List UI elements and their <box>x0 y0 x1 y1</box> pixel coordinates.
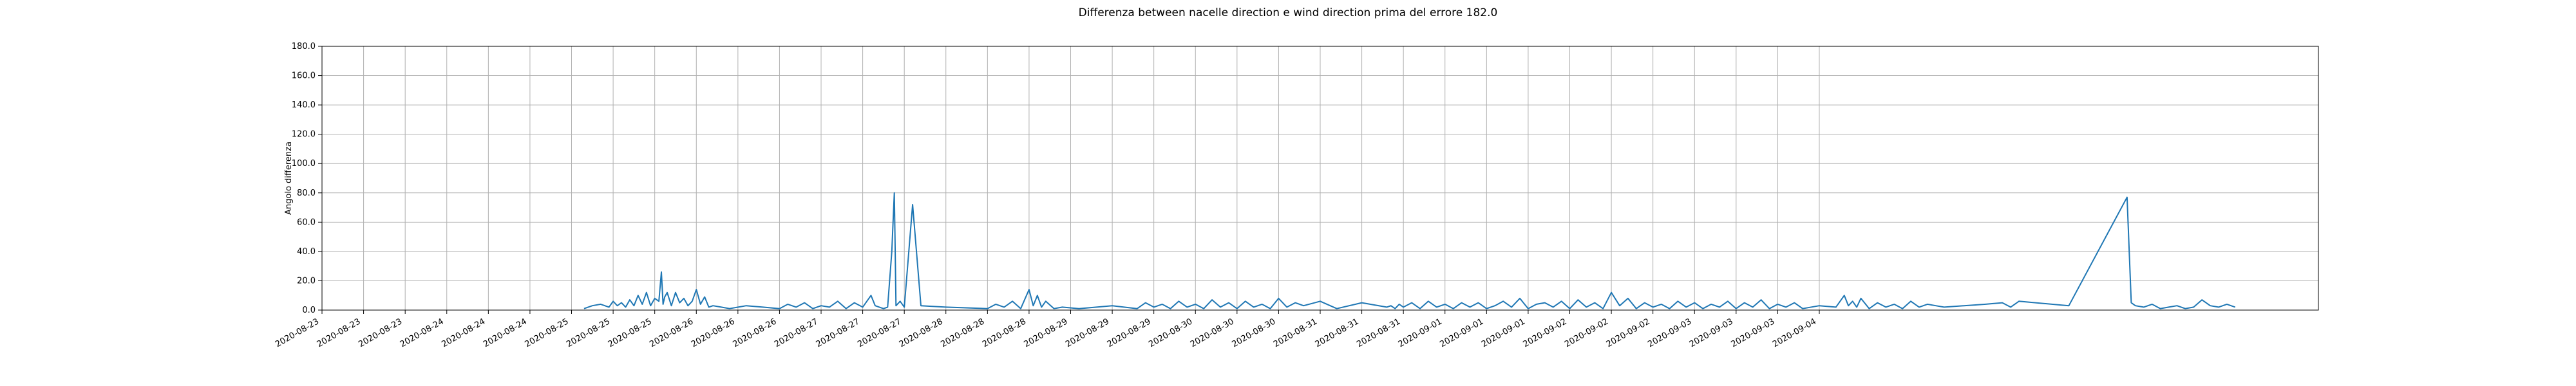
x-tick-label: 2020-08-27 <box>773 317 820 349</box>
x-tick-label: 2020-08-29 <box>1064 317 1111 349</box>
x-tick-label: 2020-08-26 <box>648 317 695 349</box>
grid <box>321 46 2318 311</box>
x-tick-label: 2020-08-28 <box>939 317 986 349</box>
y-tick-label: 120.0 <box>292 130 316 140</box>
x-tick-label: 2020-08-31 <box>1272 317 1319 349</box>
x-tick-label: 2020-08-30 <box>1230 317 1277 349</box>
x-tick-label: 2020-09-03 <box>1729 317 1776 349</box>
x-tick-label: 2020-08-25 <box>524 317 571 349</box>
x-tick-label: 2020-09-02 <box>1522 317 1569 349</box>
x-tick-label: 2020-08-30 <box>1189 317 1236 349</box>
x-tick-label: 2020-08-26 <box>731 317 778 349</box>
x-tick-label: 2020-08-23 <box>274 317 321 349</box>
x-tick-label: 2020-09-02 <box>1605 317 1652 349</box>
x-tick-label: 2020-08-29 <box>1106 317 1153 349</box>
y-tick-label: 160.0 <box>292 71 316 81</box>
x-tick-label: 2020-08-23 <box>357 317 404 349</box>
x-tick-label: 2020-08-25 <box>607 317 654 349</box>
x-tick-label: 2020-08-23 <box>316 317 363 349</box>
x-tick-label: 2020-08-24 <box>482 317 529 349</box>
x-tick-label: 2020-08-25 <box>565 317 612 349</box>
y-tick-label: 180.0 <box>292 42 316 51</box>
x-tick-label: 2020-08-28 <box>981 317 1028 349</box>
x-tick-label: 2020-08-26 <box>690 317 737 349</box>
y-tick-label: 20.0 <box>297 276 316 286</box>
x-tick-label: 2020-09-03 <box>1688 317 1735 349</box>
y-tick-label: 0.0 <box>302 306 316 315</box>
y-tick-label: 140.0 <box>292 100 316 110</box>
y-axis-label: Angolo differenza <box>284 142 294 215</box>
chart-title: Differenza between nacelle direction e w… <box>1079 6 1498 19</box>
x-tick-label: 2020-08-29 <box>1023 317 1070 349</box>
y-tick-label: 100.0 <box>292 159 316 169</box>
x-tick-label: 2020-09-04 <box>1771 317 1818 349</box>
x-tick-label: 2020-08-24 <box>440 317 487 349</box>
x-tick-label: 2020-08-28 <box>898 317 945 349</box>
plot-frame <box>321 46 2319 311</box>
x-tick-label: 2020-08-31 <box>1355 317 1402 349</box>
x-tick-label: 2020-09-02 <box>1563 317 1610 349</box>
x-tick-label: 2020-08-31 <box>1314 317 1361 349</box>
y-tick-label: 40.0 <box>297 247 316 257</box>
y-tick-label: 60.0 <box>297 217 316 227</box>
x-tick-label: 2020-09-01 <box>1480 317 1527 349</box>
y-axis-ticks: 0.0 20.0 40.0 60.0 80.0 100.0 120.0 140.0 160.0 1… <box>292 42 322 315</box>
x-tick-label: 2020-08-27 <box>856 317 903 349</box>
x-tick-label: 2020-08-30 <box>1147 317 1194 349</box>
x-tick-label: 2020-09-01 <box>1397 317 1444 349</box>
x-tick-label: 2020-09-03 <box>1646 317 1693 349</box>
y-tick-label: 80.0 <box>297 188 316 198</box>
x-tick-label: 2020-09-01 <box>1438 317 1485 349</box>
series-line <box>583 192 2236 309</box>
x-tick-label: 2020-08-27 <box>815 317 862 349</box>
x-axis-ticks: 2020-08-232020-08-232020-08-232020-08-24… <box>274 310 1820 349</box>
x-tick-label: 2020-08-24 <box>399 317 446 349</box>
